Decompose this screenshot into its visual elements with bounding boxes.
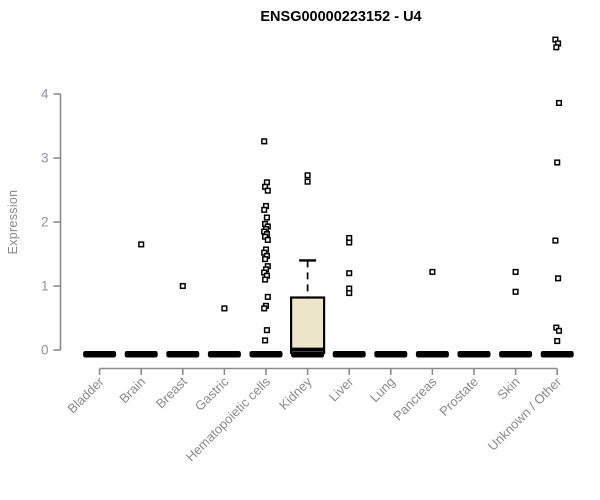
expression-point (555, 99, 563, 107)
expression-point (512, 268, 519, 275)
x-axis-tick-label: Liver (326, 374, 357, 405)
expression-point (261, 305, 268, 312)
expression-point (263, 214, 270, 221)
expression-point (555, 327, 563, 334)
expression-point (262, 337, 269, 344)
chart-title: ENSG00000223152 - U4 (260, 9, 422, 25)
expression-point (554, 159, 561, 166)
zero-expression-bar (249, 351, 283, 358)
zero-expression-bar (499, 351, 533, 358)
y-axis-tick-label: 0 (41, 343, 49, 358)
expression-point (553, 44, 560, 51)
expression-point (429, 268, 436, 275)
expression-point (221, 305, 228, 312)
zero-expression-bar (83, 351, 117, 358)
y-axis-tick-label: 4 (41, 87, 49, 102)
y-axis-tick-label: 1 (41, 279, 49, 294)
x-axis-tick-label: Kidney (276, 374, 315, 413)
zero-expression-bar (166, 351, 200, 358)
x-axis-tick-label: Breast (153, 374, 190, 411)
x-axis-tick-label: Gastric (192, 374, 232, 414)
zero-expression-bar (332, 351, 366, 358)
expression-point (262, 276, 269, 283)
expression-point (346, 270, 353, 277)
x-axis-tick-label: Brain (116, 374, 148, 406)
zero-expression-bar (457, 351, 491, 358)
y-axis-tick-label: 3 (41, 151, 49, 166)
x-axis-tick-label: Prostate (436, 374, 481, 419)
x-axis-tick-label: Lung (367, 374, 398, 405)
zero-expression-bar (207, 351, 241, 358)
x-axis-tick-label: Skin (494, 374, 522, 402)
box-body (290, 296, 326, 355)
zero-expression-bar (540, 351, 574, 358)
expression-point (138, 241, 145, 248)
expression-point (555, 275, 562, 282)
expression-point (552, 237, 559, 244)
expression-point (346, 289, 353, 297)
expression-point (554, 337, 561, 345)
expression-point (261, 138, 268, 145)
expression-point (512, 288, 519, 295)
x-axis-tick-label: Bladder (64, 374, 107, 417)
outlier-point (304, 172, 311, 179)
x-axis-tick-label: Pancreas (390, 374, 440, 424)
expression-point (264, 293, 271, 300)
zero-expression-bar (374, 351, 408, 358)
expression-point (264, 187, 271, 194)
zero-expression-bar (124, 351, 158, 358)
expression-point (263, 327, 270, 334)
zero-expression-bar (415, 351, 449, 358)
expression-point (179, 282, 186, 290)
expression-point (264, 236, 271, 243)
expression-point (261, 206, 268, 213)
x-axis-tick-label: Unknown / Other (485, 374, 565, 454)
expression-point (262, 256, 269, 263)
outlier-point (304, 178, 311, 185)
expression-point (346, 239, 353, 246)
y-axis-tick-label: 2 (41, 215, 49, 230)
